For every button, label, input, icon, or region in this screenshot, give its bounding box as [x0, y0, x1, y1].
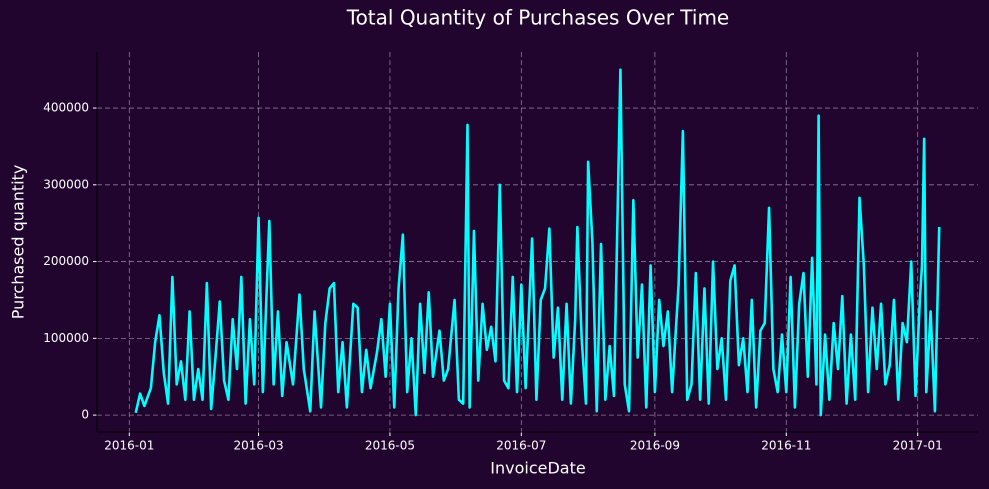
x-tick-label: 2016-09 [630, 439, 680, 453]
x-tick-label: 2017-01 [893, 439, 943, 453]
x-axis-label: InvoiceDate [490, 459, 585, 478]
x-tick-label: 2016-11 [761, 439, 811, 453]
x-tick-label: 2016-01 [104, 439, 154, 453]
y-tick-label: 0 [81, 408, 89, 422]
x-tick-label: 2016-07 [496, 439, 546, 453]
data-line [134, 68, 941, 417]
y-tick-label: 200000 [43, 254, 89, 268]
chart-title: Total Quantity of Purchases Over Time [346, 6, 730, 30]
x-tick-label: 2016-05 [365, 439, 415, 453]
x-tick-label: 2016-03 [233, 439, 283, 453]
y-tick-label: 300000 [43, 177, 89, 191]
y-tick-label: 400000 [43, 101, 89, 115]
y-tick-label: 100000 [43, 331, 89, 345]
y-axis-label: Purchased quantity [9, 165, 28, 320]
